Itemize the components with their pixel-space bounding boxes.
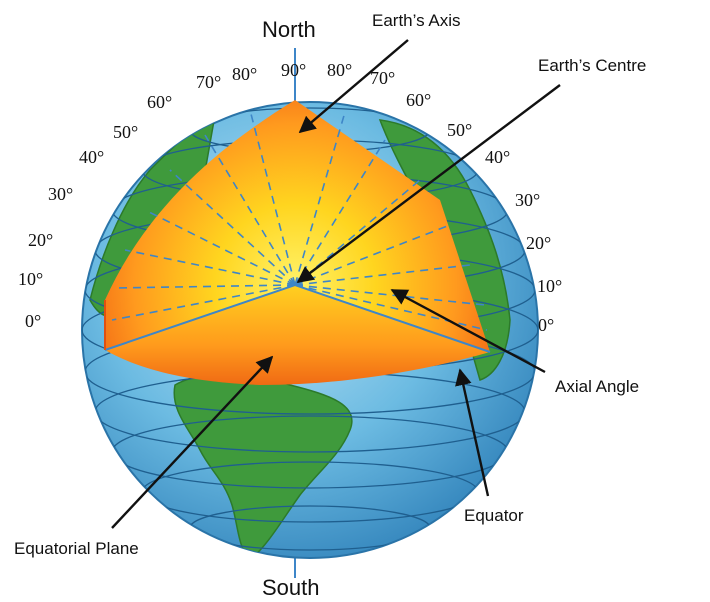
latitude-labels: 70° 80° 60° 50° 40° 30° 20° 10° 0° 90° 8… <box>18 60 562 335</box>
lat-left-10: 10° <box>18 269 43 289</box>
south-label: South <box>262 575 320 600</box>
lat-right-40: 40° <box>485 147 510 167</box>
earth-centre-label: Earth’s Centre <box>538 56 646 75</box>
north-label: North <box>262 17 316 42</box>
lat-left-70: 70° <box>196 72 221 92</box>
lat-left-0: 0° <box>25 311 41 331</box>
lat-left-60: 60° <box>147 92 172 112</box>
latitude-angle-lines <box>111 109 488 331</box>
equatorial-plane-label: Equatorial Plane <box>14 539 139 558</box>
lat-left-50: 50° <box>113 122 138 142</box>
lat-right-10: 10° <box>537 276 562 296</box>
earth-centre-arrow <box>296 84 561 284</box>
lat-left-80: 80° <box>232 64 257 84</box>
equatorial-plane-surface <box>105 285 490 385</box>
axial-angle-arrow <box>390 288 546 374</box>
lat-right-0: 0° <box>538 315 554 335</box>
axial-angle-label: Axial Angle <box>555 377 639 396</box>
equatorial-plane-arrow <box>111 355 274 529</box>
lat-left-40: 40° <box>79 147 104 167</box>
lat-left-30: 30° <box>48 184 73 204</box>
lat-right-20: 20° <box>526 233 551 253</box>
equator-label: Equator <box>464 506 524 525</box>
earth-axis-label: Earth’s Axis <box>372 11 461 30</box>
lat-right-70: 70° <box>370 68 395 88</box>
callout-arrows <box>111 39 561 529</box>
lat-right-50: 50° <box>447 120 472 140</box>
lat-right-30: 30° <box>515 190 540 210</box>
equator-arrow <box>455 368 490 497</box>
cutaway-wedge <box>104 100 491 385</box>
lat-left-20: 20° <box>28 230 53 250</box>
earth-axis-arrow <box>298 39 409 134</box>
lat-right-80: 80° <box>327 60 352 80</box>
south-america-landmass <box>173 373 353 558</box>
lat-top-90: 90° <box>281 60 306 80</box>
lat-right-60: 60° <box>406 90 431 110</box>
